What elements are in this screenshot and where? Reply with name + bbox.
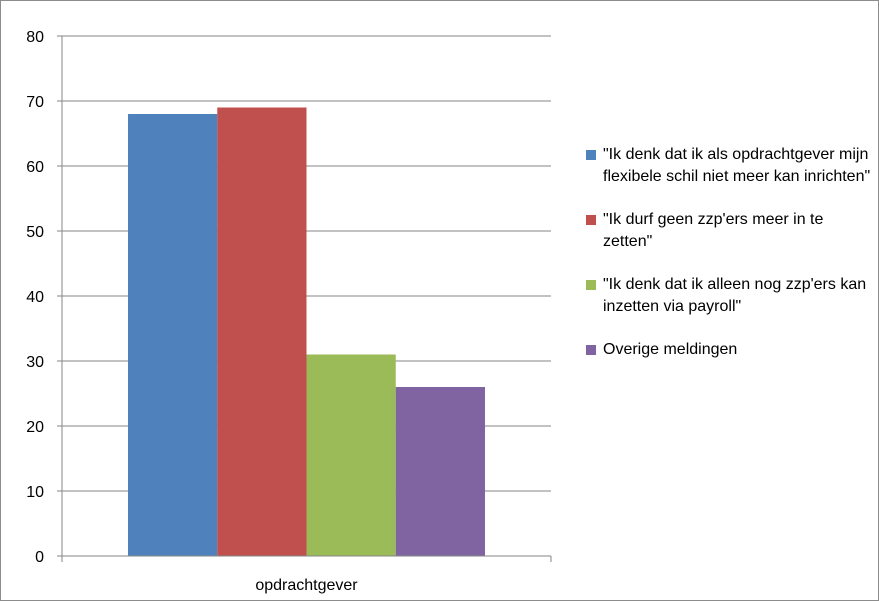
legend-swatch bbox=[586, 150, 596, 160]
y-tick-label: 60 bbox=[26, 159, 44, 176]
legend-label: Overige meldingen bbox=[603, 341, 738, 358]
y-tick-label: 20 bbox=[26, 419, 44, 436]
bar-series-4 bbox=[395, 387, 485, 556]
legend-item: "Ik denk dat ik alleen nog zzp'ers kan i… bbox=[586, 274, 876, 318]
y-tick-label: 0 bbox=[35, 549, 44, 566]
x-category-label: opdrachtgever bbox=[255, 577, 358, 594]
legend: "Ik denk dat ik als opdrachtgever mijn f… bbox=[586, 144, 876, 382]
legend-item: Overige meldingen bbox=[586, 339, 876, 361]
y-tick-label: 50 bbox=[26, 224, 44, 241]
legend-item: "Ik durf geen zzp'ers meer in te zetten" bbox=[586, 209, 876, 253]
legend-label: "Ik denk dat ik alleen nog zzp'ers kan i… bbox=[603, 276, 867, 315]
legend-label: "Ik durf geen zzp'ers meer in te zetten" bbox=[603, 211, 824, 250]
y-tick-label: 10 bbox=[26, 484, 44, 501]
bar-series-2 bbox=[217, 107, 307, 556]
y-tick-label: 70 bbox=[26, 94, 44, 111]
bar-series-3 bbox=[306, 354, 396, 556]
legend-item: "Ik denk dat ik als opdrachtgever mijn f… bbox=[586, 144, 876, 188]
bar-series-1 bbox=[128, 114, 218, 556]
legend-swatch bbox=[586, 345, 596, 355]
y-tick-label: 80 bbox=[26, 29, 44, 46]
legend-swatch bbox=[586, 215, 596, 225]
y-tick-label: 40 bbox=[26, 289, 44, 306]
bars bbox=[128, 107, 485, 556]
legend-label: "Ik denk dat ik als opdrachtgever mijn f… bbox=[603, 146, 871, 185]
legend-swatch bbox=[586, 280, 596, 290]
y-axis-ticks: 0 10 20 30 40 50 60 70 80 bbox=[26, 29, 62, 566]
x-axis-categories: opdrachtgever bbox=[61, 556, 552, 594]
y-tick-label: 30 bbox=[26, 354, 44, 371]
